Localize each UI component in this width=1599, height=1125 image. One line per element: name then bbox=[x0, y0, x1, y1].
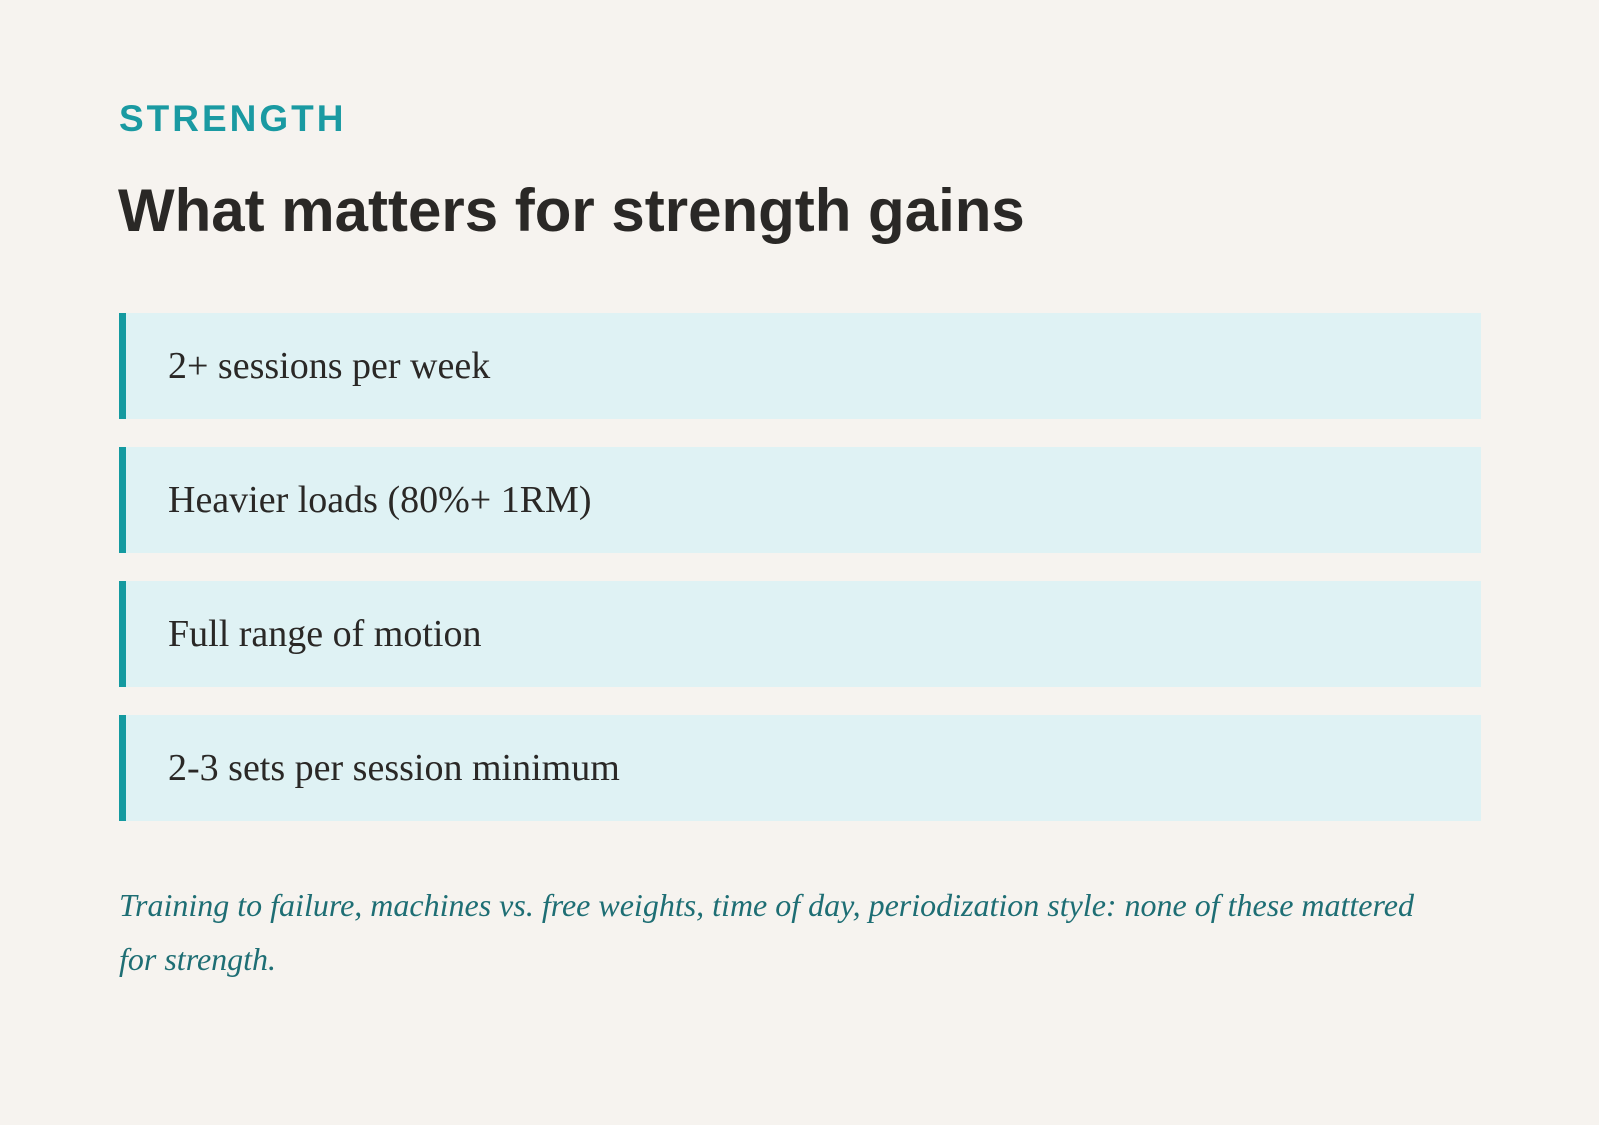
item: 2-3 sets per session minimum bbox=[119, 715, 1481, 821]
note: Training to failure, machines vs. free w… bbox=[119, 887, 1414, 977]
section-label: STRENGTH bbox=[119, 98, 347, 139]
item: Full range of motion bbox=[119, 581, 1481, 687]
item: 2+ sessions per week bbox=[119, 313, 1481, 419]
item: Heavier loads (80%+ 1RM) bbox=[119, 447, 1481, 553]
item-list: 2+ sessions per week Heavier loads (80%+ … bbox=[119, 313, 1481, 849]
page-title: What matters for strength gains bbox=[118, 177, 1025, 244]
